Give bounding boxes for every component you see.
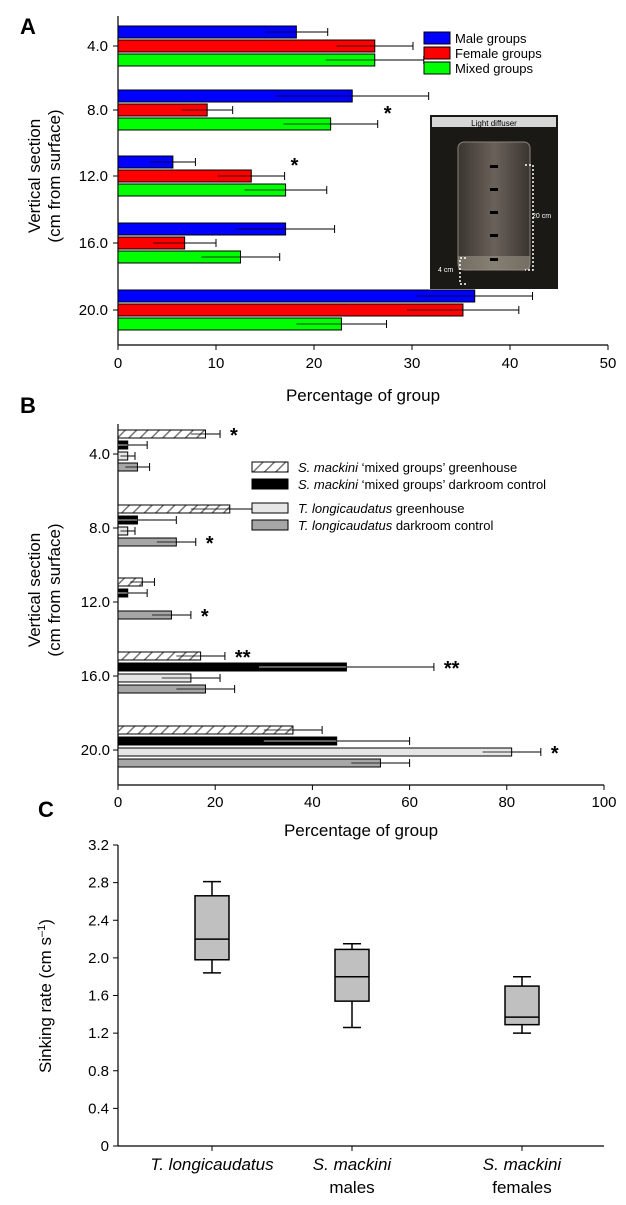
y-tick-label: 16.0 [79, 235, 108, 252]
y-tick-label: 12.0 [79, 168, 108, 185]
y-tick-label: 4.0 [89, 446, 110, 463]
x-tick-label: 0 [114, 794, 122, 811]
panel-label-a: A [20, 14, 36, 39]
significance-marker: * [201, 606, 209, 628]
significance-marker: * [206, 533, 214, 555]
x-tick-label: 40 [304, 794, 321, 811]
tank [457, 141, 531, 271]
section-marker [490, 165, 498, 168]
box [504, 985, 540, 1026]
y-tick-label: 8.0 [87, 102, 108, 119]
inset-title: Light diffuser [471, 119, 517, 128]
tank-base [458, 256, 530, 270]
y-tick-label: 2.4 [88, 912, 109, 929]
section-marker [490, 234, 498, 237]
bar-series-4 [117, 758, 381, 768]
y-axis-title: Vertical section(cm from surface) [25, 523, 64, 656]
significance-marker: * [291, 155, 299, 177]
legend-label: Mixed groups [455, 61, 534, 76]
legend-label: T. longicaudatus darkroom control [298, 518, 493, 533]
x-category-label: S. mackini [313, 1155, 393, 1174]
section-marker [490, 211, 498, 214]
section-marker [490, 188, 498, 191]
significance-marker: ** [444, 658, 460, 680]
legend-swatch [423, 31, 451, 45]
inset-label-20cm: 20 cm [532, 213, 551, 220]
legend-label: S. mackini ‘mixed groups’ darkroom contr… [298, 477, 546, 492]
legend-swatch [251, 519, 289, 531]
x-tick-label: 20 [306, 355, 323, 372]
legend-swatch [423, 46, 451, 60]
box [194, 895, 230, 961]
panel-c-chart: 0 0.4 0.8 1.2 1.6 2.0 2.4 2.8 3.2 Sinking rate (c… [36, 837, 604, 1197]
x-tick-label: 0 [114, 355, 122, 372]
significance-marker: * [230, 425, 238, 447]
y-tick-label: 20.0 [79, 302, 108, 319]
y-tick-label: 8.0 [89, 520, 110, 537]
y-axis-title: Vertical section(cm from surface) [25, 109, 64, 242]
y-tick-label: 2.8 [88, 875, 109, 892]
x-category-label: S. mackini [483, 1155, 563, 1174]
x-tick-label: 80 [498, 794, 515, 811]
light-diffuser-bar [432, 117, 556, 127]
y-axis-title: Sinking rate (cm s–1) [36, 919, 55, 1073]
y-tick-label: 1.6 [88, 988, 109, 1005]
y-tick-label: 2.0 [88, 950, 109, 967]
significance-marker: * [551, 743, 559, 765]
significance-marker: ** [235, 647, 251, 669]
panel-label-b: B [20, 393, 36, 418]
x-tick-label: 60 [401, 794, 418, 811]
y-tick-label: 4.0 [87, 38, 108, 55]
x-category-sublabel: females [492, 1178, 552, 1197]
legend-swatch [251, 478, 289, 490]
x-tick-label: 10 [208, 355, 225, 372]
significance-marker: * [384, 103, 392, 125]
y-tick-label: 0 [101, 1138, 109, 1155]
x-tick-label: 20 [207, 794, 224, 811]
y-tick-label: 16.0 [81, 668, 110, 685]
bar-series-3 [117, 747, 513, 757]
x-axis-title: Percentage of group [286, 386, 440, 405]
legend-label: S. mackini ‘mixed groups’ greenhouse [298, 460, 517, 475]
x-category-sublabel: males [329, 1178, 374, 1197]
box [334, 948, 370, 1002]
x-tick-label: 40 [502, 355, 519, 372]
y-tick-label: 20.0 [81, 742, 110, 759]
legend-swatch [251, 461, 289, 473]
bar-female-groups [117, 39, 376, 53]
y-tick-label: 1.2 [88, 1025, 109, 1042]
y-tick-label: 0.4 [88, 1100, 109, 1117]
height-20cm-bracket [525, 164, 534, 271]
tank-photo-inset: Light diffuser 20 cm 4 cm [430, 115, 558, 289]
legend-swatch [251, 502, 289, 514]
x-tick-label: 30 [404, 355, 421, 372]
y-tick-label: 0.8 [88, 1063, 109, 1080]
x-tick-label: 100 [591, 794, 616, 811]
y-tick-label: 3.2 [88, 837, 109, 854]
legend-label: Female groups [455, 46, 542, 61]
panel-a-chart: 0 10 20 30 40 50 4.0 8.0 12.0 16.0 20.0 Percentage … [25, 16, 616, 405]
legend-swatch [423, 61, 451, 75]
panel-label-c: C [38, 797, 54, 822]
section-marker [490, 258, 498, 261]
y-tick-label: 12.0 [81, 594, 110, 611]
legend-label: Male groups [455, 31, 527, 46]
x-category-label: T. longicaudatus [150, 1155, 274, 1174]
x-axis-title: Percentage of group [284, 821, 438, 840]
x-tick-label: 50 [600, 355, 617, 372]
legend-label: T. longicaudatus greenhouse [298, 501, 464, 516]
panel-b-chart: 0 20 40 60 80 100 4.0 8.0 12.0 16.0 20.0 Percentage… [25, 424, 617, 840]
inset-label-4cm: 4 cm [438, 267, 453, 274]
